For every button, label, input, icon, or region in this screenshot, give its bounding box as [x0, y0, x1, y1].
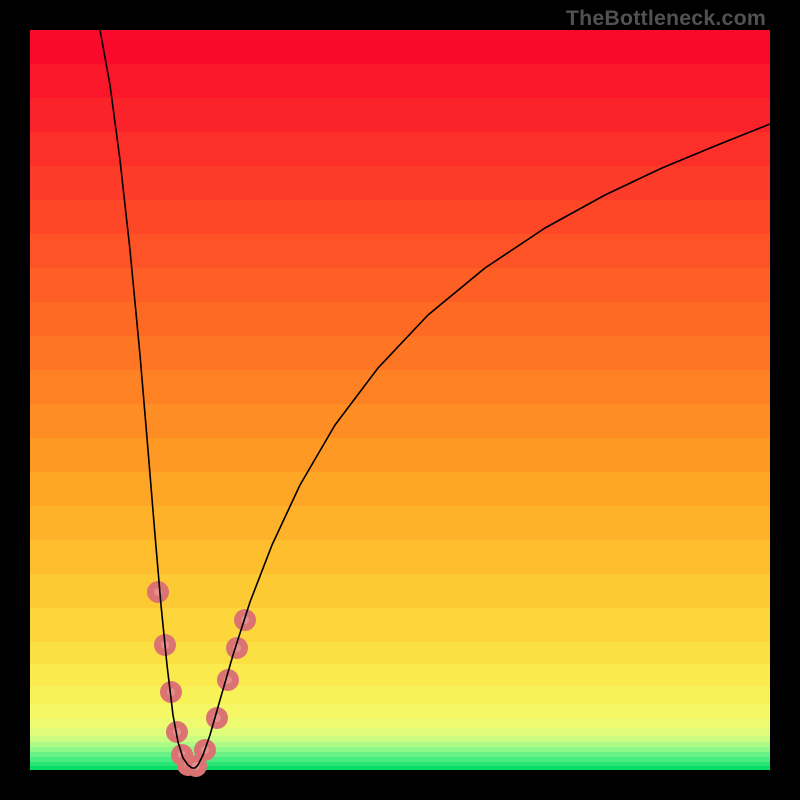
chart-svg — [30, 30, 770, 770]
bottleneck-curve — [100, 30, 770, 768]
chart-frame: TheBottleneck.com — [0, 0, 800, 800]
watermark-text: TheBottleneck.com — [566, 6, 766, 31]
marker-group — [147, 581, 256, 777]
plot-area — [30, 30, 770, 770]
